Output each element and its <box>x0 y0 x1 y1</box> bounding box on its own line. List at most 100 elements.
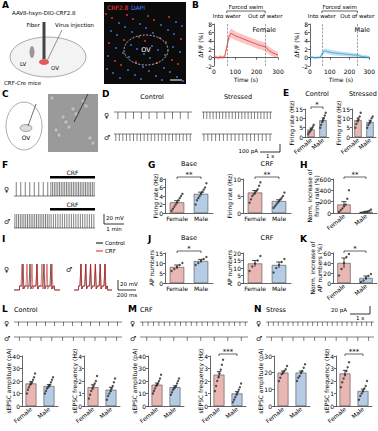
svg-text:30: 30 <box>12 365 20 372</box>
svg-text:**: ** <box>352 171 360 179</box>
svg-text:0: 0 <box>327 210 331 217</box>
svg-text:Into water: Into water <box>308 13 337 19</box>
svg-text:1: 1 <box>78 390 82 397</box>
svg-text:Female: Female <box>200 405 221 425</box>
svg-text:firing rate (%): firing rate (%) <box>313 175 321 217</box>
svg-text:Female: Female <box>244 215 266 222</box>
svg-text:4: 4 <box>204 353 208 360</box>
svg-text:AP numbers: AP numbers <box>226 250 233 286</box>
svg-text:3: 3 <box>330 365 334 372</box>
svg-text:Female: Female <box>244 285 266 292</box>
svg-text:2: 2 <box>78 378 82 385</box>
svg-text:DAPI: DAPI <box>131 4 145 11</box>
svg-text:Male: Male <box>162 405 178 420</box>
svg-text:K: K <box>300 234 308 244</box>
svg-text:200: 200 <box>251 68 263 75</box>
svg-text:sEPSC amplitude (pA): sEPSC amplitude (pA) <box>257 348 265 413</box>
svg-text:sEPSC frequency (Hz): sEPSC frequency (Hz) <box>71 349 79 414</box>
svg-text:40: 40 <box>12 353 20 360</box>
svg-text:Firing rate (Hz): Firing rate (Hz) <box>288 101 296 146</box>
svg-text:***: *** <box>223 348 234 356</box>
svg-text:Female: Female <box>325 212 346 232</box>
svg-text:15: 15 <box>295 106 303 113</box>
svg-text:Female: Female <box>12 405 33 425</box>
svg-text:Female: Female <box>138 405 159 425</box>
svg-text:20: 20 <box>12 378 20 385</box>
svg-text:Firing rate (Hz): Firing rate (Hz) <box>335 101 343 146</box>
svg-text:2: 2 <box>208 46 212 53</box>
svg-text:0: 0 <box>208 54 212 61</box>
svg-text:0: 0 <box>142 403 146 410</box>
svg-text:Time (s): Time (s) <box>233 76 258 83</box>
svg-text:AAV8-hsyn-DIO-CRF2.8: AAV8-hsyn-DIO-CRF2.8 <box>12 10 76 17</box>
svg-text:A: A <box>2 0 9 10</box>
svg-text:Male: Male <box>357 136 373 151</box>
svg-text:5: 5 <box>159 270 163 277</box>
svg-text:6: 6 <box>208 29 212 36</box>
svg-text:Male: Male <box>288 405 304 420</box>
svg-text:Male: Male <box>98 405 114 420</box>
svg-text:Female: Female <box>325 282 346 302</box>
svg-text:1 min: 1 min <box>106 226 122 232</box>
svg-text:200: 200 <box>344 68 356 75</box>
svg-text:M: M <box>128 304 137 314</box>
svg-text:Male: Male <box>355 26 370 34</box>
svg-text:0: 0 <box>330 403 334 410</box>
svg-text:4: 4 <box>78 353 82 360</box>
svg-text:10: 10 <box>155 260 163 267</box>
svg-text:OV: OV <box>141 46 151 54</box>
svg-text:*: * <box>315 101 319 109</box>
svg-text:0: 0 <box>327 280 331 287</box>
svg-text:20: 20 <box>233 250 241 257</box>
svg-text:20: 20 <box>264 369 272 376</box>
svg-text:♀: ♀ <box>104 112 109 120</box>
svg-text:Base: Base <box>181 234 197 242</box>
svg-text:Male: Male <box>353 212 369 227</box>
svg-text:G: G <box>148 160 155 170</box>
svg-text:6: 6 <box>304 29 308 36</box>
svg-text:5: 5 <box>299 124 303 131</box>
svg-text:I: I <box>2 234 5 244</box>
svg-text:100 pA: 100 pA <box>239 148 259 155</box>
svg-text:CRF2.8: CRF2.8 <box>107 4 129 11</box>
svg-text:2: 2 <box>304 46 308 53</box>
svg-text:CRF: CRF <box>261 234 274 242</box>
svg-text:600: 600 <box>320 176 332 183</box>
svg-text:Control: Control <box>105 240 125 246</box>
svg-text:CRF: CRF <box>67 169 79 176</box>
svg-text:0: 0 <box>212 68 216 75</box>
svg-text:Male: Male <box>224 405 240 420</box>
svg-text:10: 10 <box>264 386 272 393</box>
svg-text:2: 2 <box>330 378 334 385</box>
svg-text:ΔF/F (%): ΔF/F (%) <box>197 32 204 57</box>
svg-text:sEPSC amplitude (pA): sEPSC amplitude (pA) <box>5 348 13 413</box>
svg-text:0: 0 <box>78 403 82 410</box>
svg-text:N: N <box>254 304 262 314</box>
svg-text:5: 5 <box>346 124 350 131</box>
svg-text:5: 5 <box>237 272 241 279</box>
svg-text:AP numbers: AP numbers <box>148 250 155 286</box>
svg-text:F: F <box>2 160 8 170</box>
svg-text:20 mV: 20 mV <box>106 215 124 221</box>
svg-text:H: H <box>300 160 308 170</box>
svg-text:Male: Male <box>272 285 287 292</box>
svg-text:♀: ♀ <box>4 266 9 274</box>
svg-text:20: 20 <box>323 270 331 277</box>
svg-text:100: 100 <box>324 68 336 75</box>
svg-text:10: 10 <box>233 176 241 183</box>
svg-text:0: 0 <box>237 280 241 287</box>
svg-text:30: 30 <box>264 353 272 360</box>
svg-text:Female: Female <box>74 405 95 425</box>
svg-text:2: 2 <box>204 378 208 385</box>
svg-text:E: E <box>283 88 289 98</box>
svg-text:60: 60 <box>323 250 331 257</box>
svg-text:♀: ♀ <box>256 320 261 328</box>
svg-text:0: 0 <box>268 403 272 410</box>
svg-text:C: C <box>2 89 9 99</box>
svg-text:Female: Female <box>166 285 188 292</box>
svg-text:10: 10 <box>342 115 350 122</box>
svg-text:ΔF/F (%): ΔF/F (%) <box>293 32 300 57</box>
svg-text:CRF: CRF <box>67 201 79 208</box>
svg-text:Male: Male <box>194 215 209 222</box>
svg-text:10: 10 <box>12 390 20 397</box>
